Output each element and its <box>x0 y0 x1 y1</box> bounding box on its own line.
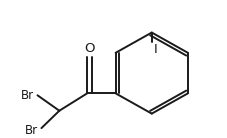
Text: Br: Br <box>25 124 38 136</box>
Text: I: I <box>153 43 157 56</box>
Text: O: O <box>84 42 94 55</box>
Text: Br: Br <box>21 89 34 102</box>
